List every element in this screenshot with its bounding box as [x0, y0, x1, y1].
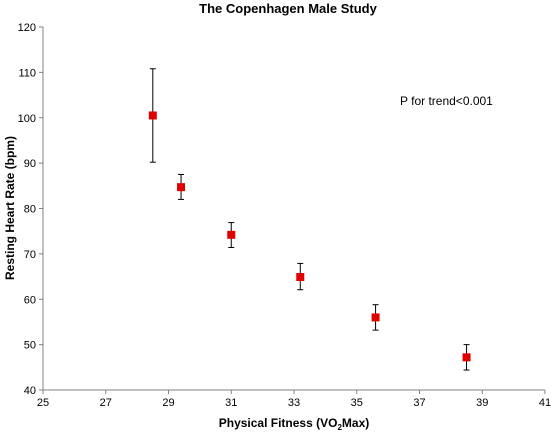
data-point-marker: [296, 273, 305, 282]
x-tick-label: 41: [539, 397, 551, 409]
x-tick-label: 35: [351, 397, 363, 409]
y-tick-label: 40: [24, 385, 36, 397]
x-axis-label-main: Physical Fitness (VO: [219, 416, 338, 430]
x-tick-label: 37: [413, 397, 425, 409]
x-axis-label-end: Max): [342, 416, 369, 430]
data-point-marker: [227, 230, 236, 239]
y-tick-label: 120: [18, 22, 36, 34]
data-points: [148, 68, 471, 371]
data-point-marker: [177, 183, 186, 192]
y-tick-label: 80: [24, 204, 36, 216]
trend-annotation: P for trend<0.001: [400, 94, 493, 108]
chart-title: The Copenhagen Male Study: [199, 1, 377, 16]
y-tick-label: 90: [24, 158, 36, 170]
y-tick-label: 70: [24, 249, 36, 261]
x-axis-label-subscript: 2: [337, 423, 342, 432]
y-tick-label: 100: [18, 113, 36, 125]
x-tick-label: 39: [476, 397, 488, 409]
data-point-marker: [462, 353, 471, 362]
x-tick-label: 31: [225, 397, 237, 409]
x-tick-label: 33: [288, 397, 300, 409]
y-axis-label: Resting Heart Rate (bpm): [3, 136, 17, 280]
y-tick-label: 110: [18, 67, 36, 79]
y-tick-label: 60: [24, 294, 36, 306]
y-axis-ticks: 40 50 60 70 80 90 100 110 120: [18, 22, 43, 397]
x-tick-label: 27: [100, 397, 112, 409]
y-tick-label: 50: [24, 340, 36, 352]
x-axis-ticks: 25 27 29 31 33 35 37 39 41: [37, 390, 551, 409]
x-axis-label: Physical Fitness (VO2Max): [219, 416, 370, 432]
data-point-marker: [371, 313, 380, 322]
data-point-marker: [148, 111, 157, 120]
x-tick-label: 25: [37, 397, 49, 409]
x-tick-label: 29: [162, 397, 174, 409]
